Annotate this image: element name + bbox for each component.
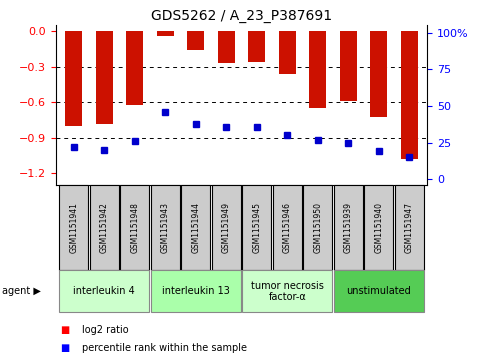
Bar	[212, 185, 241, 270]
Bar	[334, 270, 424, 312]
Bar	[218, 31, 235, 63]
Text: agent ▶: agent ▶	[2, 286, 41, 296]
Text: GSM1151943: GSM1151943	[161, 202, 170, 253]
Bar	[181, 185, 211, 270]
Bar	[364, 185, 393, 270]
Text: GSM1151940: GSM1151940	[374, 202, 383, 253]
Text: GSM1151946: GSM1151946	[283, 202, 292, 253]
Bar	[59, 270, 149, 312]
Bar	[272, 185, 302, 270]
Text: GSM1151939: GSM1151939	[344, 202, 353, 253]
Bar	[340, 31, 356, 101]
Bar	[151, 185, 180, 270]
Text: GSM1151945: GSM1151945	[252, 202, 261, 253]
Text: GDS5262 / A_23_P387691: GDS5262 / A_23_P387691	[151, 9, 332, 23]
Text: interleukin 4: interleukin 4	[73, 286, 135, 296]
Bar	[248, 31, 265, 62]
Text: percentile rank within the sample: percentile rank within the sample	[82, 343, 247, 354]
Text: GSM1151942: GSM1151942	[100, 202, 109, 253]
Bar	[303, 185, 332, 270]
Text: interleukin 13: interleukin 13	[162, 286, 230, 296]
Text: log2 ratio: log2 ratio	[82, 325, 129, 335]
Text: ■: ■	[60, 343, 70, 354]
Text: GSM1151941: GSM1151941	[70, 202, 78, 253]
Bar	[120, 185, 149, 270]
Text: GSM1151944: GSM1151944	[191, 202, 200, 253]
Bar	[66, 31, 82, 126]
Text: GSM1151947: GSM1151947	[405, 202, 413, 253]
Bar	[59, 185, 88, 270]
Text: GSM1151948: GSM1151948	[130, 202, 139, 253]
Bar	[242, 185, 271, 270]
Bar	[309, 31, 326, 108]
Text: ■: ■	[60, 325, 70, 335]
Bar	[151, 270, 241, 312]
Bar	[334, 185, 363, 270]
Bar	[157, 31, 174, 36]
Text: GSM1151949: GSM1151949	[222, 202, 231, 253]
Text: GSM1151950: GSM1151950	[313, 202, 322, 253]
Bar	[187, 31, 204, 50]
Bar	[395, 185, 424, 270]
Bar	[96, 31, 113, 124]
Bar	[242, 270, 332, 312]
Bar	[127, 31, 143, 105]
Bar	[279, 31, 296, 74]
Text: tumor necrosis
factor-α: tumor necrosis factor-α	[251, 281, 324, 302]
Bar	[370, 31, 387, 117]
Bar	[90, 185, 119, 270]
Bar	[401, 31, 417, 159]
Text: unstimulated: unstimulated	[346, 286, 411, 296]
